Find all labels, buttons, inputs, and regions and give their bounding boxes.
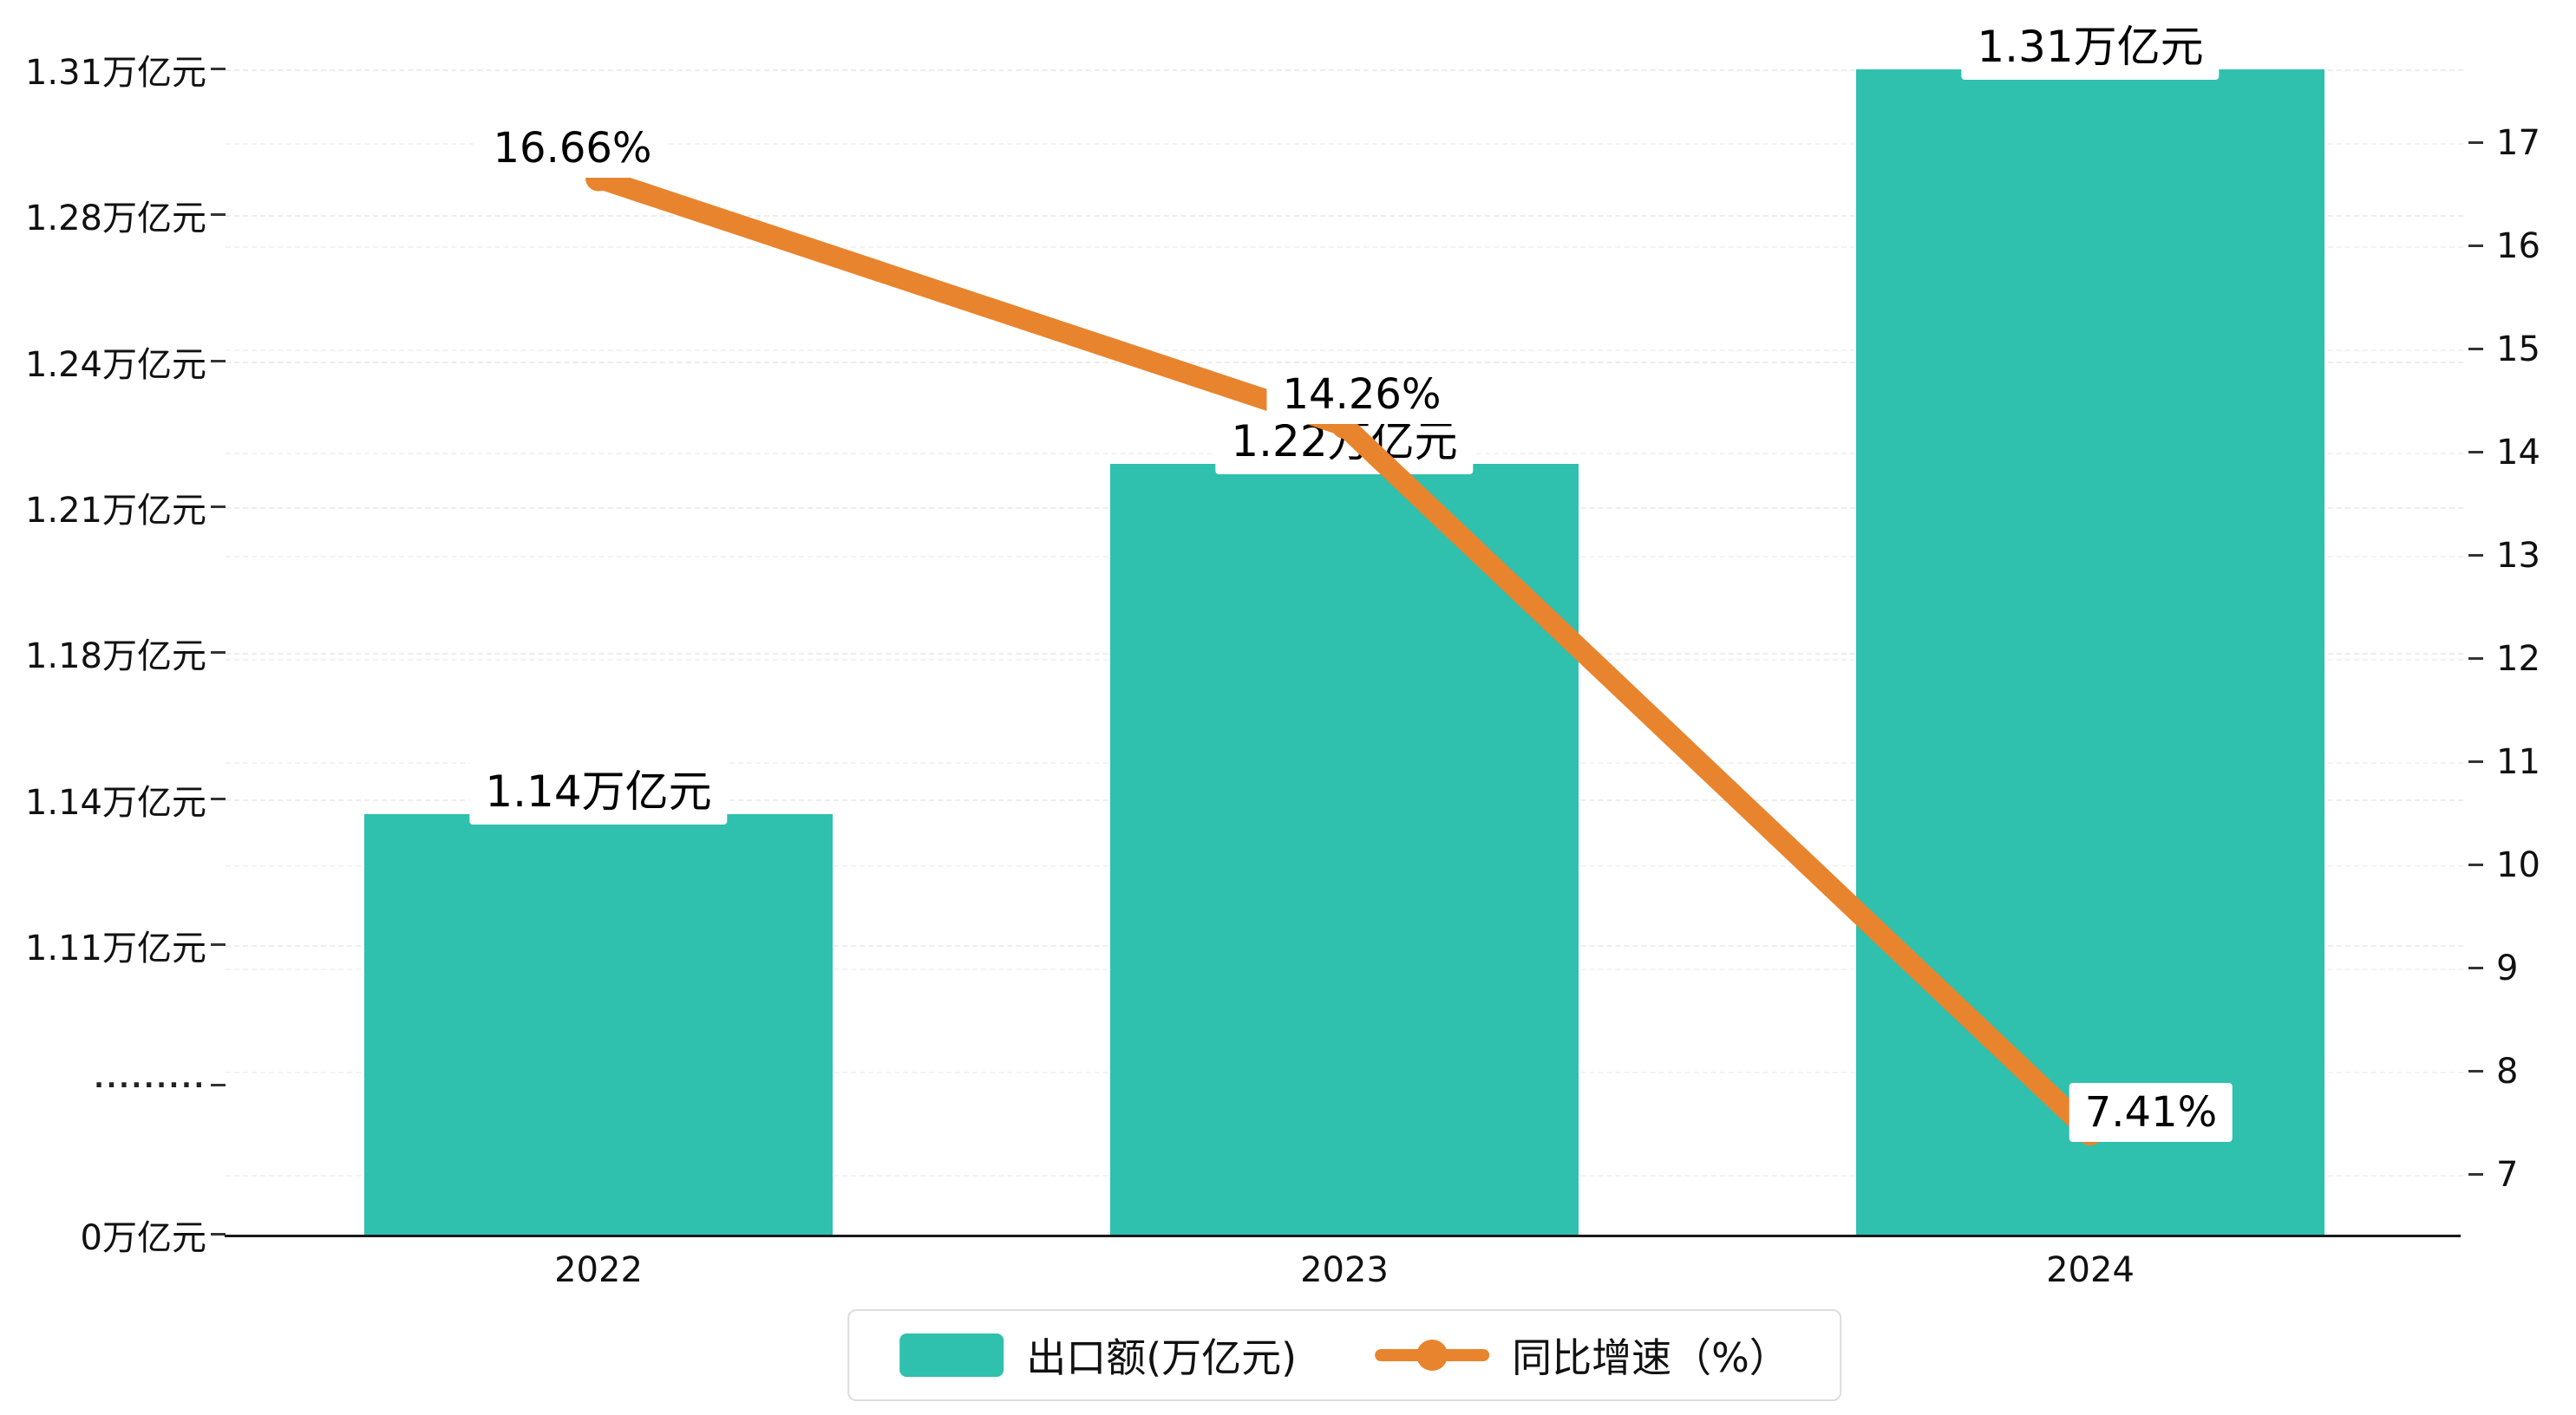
bar-2022 — [364, 813, 833, 1235]
right-axis-tick-label: 14 — [2496, 433, 2540, 473]
right-axis-tick-label: 11 — [2496, 742, 2540, 782]
x-axis-label-2023: 2023 — [1300, 1250, 1389, 1290]
left-axis-tick — [211, 1233, 226, 1236]
right-axis-tick-label: 10 — [2496, 845, 2540, 885]
right-axis-tick-label: 12 — [2496, 639, 2540, 679]
right-axis-tick-label: 7 — [2496, 1155, 2519, 1195]
axis-break-dots: ········· — [94, 1070, 206, 1101]
left-axis-tick — [211, 68, 226, 70]
right-axis-tick — [2468, 141, 2483, 144]
growth-line-path — [588, 167, 2101, 1144]
left-axis-tick-label: 1.21万亿元 — [24, 491, 206, 531]
right-axis-tick — [2468, 1173, 2483, 1176]
right-axis-tick — [2468, 245, 2483, 247]
left-axis-tick — [211, 797, 226, 800]
right-axis-tick — [2468, 451, 2483, 453]
right-axis-tick-label: 8 — [2496, 1052, 2519, 1092]
gridline — [226, 215, 2463, 218]
line-value-label: 7.41% — [2069, 1083, 2233, 1143]
x-axis-line — [225, 1235, 2461, 1237]
right-axis-tick — [2468, 657, 2483, 660]
legend-label-export: 出口额(万亿元) — [1026, 1334, 1298, 1381]
left-axis-tick — [211, 505, 226, 508]
right-axis-tick — [2468, 554, 2483, 557]
bar-2023 — [1110, 463, 1579, 1235]
bar-value-label: 1.31万亿元 — [1961, 7, 2220, 80]
right-axis-tick-label: 13 — [2496, 536, 2540, 576]
legend-label-growth: 同比增速（%） — [1512, 1334, 1789, 1381]
line-value-label: 16.66% — [477, 119, 668, 179]
right-axis-tick — [2468, 760, 2483, 763]
right-axis-tick-label: 9 — [2496, 949, 2519, 988]
legend-item-growth-rate[interactable]: 同比增速（%） — [1375, 1327, 1789, 1384]
bar-2024 — [1856, 69, 2324, 1235]
right-axis-tick — [2468, 1070, 2483, 1073]
line-value-label: 14.26% — [1266, 365, 1457, 425]
right-axis-tick — [2468, 864, 2483, 866]
left-axis-tick-label: 1.31万亿元 — [24, 53, 206, 93]
left-axis-tick-label: 1.28万亿元 — [24, 199, 206, 239]
gridline — [226, 349, 2463, 351]
x-axis-label-2022: 2022 — [554, 1250, 643, 1290]
left-axis-tick-label: 0万亿元 — [80, 1218, 206, 1258]
gridline — [226, 246, 2463, 248]
line-marker-dot — [1416, 1340, 1448, 1371]
legend: 出口额(万亿元) 同比增速（%） — [847, 1309, 1841, 1401]
gridline — [226, 361, 2463, 363]
legend-item-export-value[interactable]: 出口额(万亿元) — [899, 1327, 1297, 1384]
left-axis-tick — [211, 651, 226, 655]
left-axis-tick-label: 1.18万亿元 — [24, 636, 206, 677]
gridline — [226, 143, 2463, 145]
bar-swatch-icon — [899, 1333, 1004, 1377]
left-axis-tick — [211, 943, 226, 946]
right-axis-tick — [2468, 967, 2483, 969]
right-axis-tick-label: 15 — [2496, 329, 2540, 369]
line-dot-icon — [1375, 1333, 1490, 1377]
left-axis-tick — [211, 213, 226, 217]
right-axis-tick-label: 16 — [2496, 226, 2540, 266]
left-axis-tick-label: 1.11万亿元 — [24, 929, 206, 968]
left-axis-tick — [211, 359, 226, 362]
left-axis-tick-label: 1.24万亿元 — [24, 344, 206, 385]
left-axis-tick-label: 1.14万亿元 — [24, 782, 206, 823]
gridline — [226, 69, 2463, 71]
left-axis-tick — [211, 1084, 226, 1086]
bar-value-label: 1.14万亿元 — [469, 751, 728, 825]
x-axis-label-2024: 2024 — [2046, 1250, 2135, 1290]
right-axis-tick — [2468, 348, 2483, 350]
right-axis-tick-label: 17 — [2496, 123, 2540, 163]
